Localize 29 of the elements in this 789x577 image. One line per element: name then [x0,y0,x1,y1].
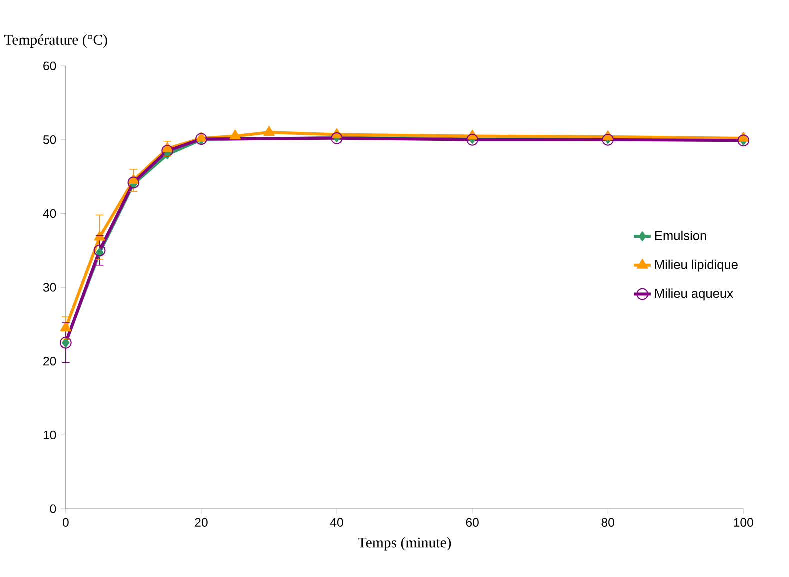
point [230,130,241,140]
legend-label: Emulsion [655,230,706,240]
x-tick-label: 100 [734,518,754,527]
y-tick-label: 0 [50,504,56,514]
point [738,132,750,142]
y-tick-label: 30 [43,283,56,292]
y-tick-label: 50 [43,136,56,144]
point [94,244,106,257]
x-tick-label: 40 [330,518,344,527]
point [96,248,104,258]
x-tick-label: 60 [466,518,479,527]
x-axis-title: Temps (minute) [358,537,452,551]
y-axis-title: Température (°C) [4,34,108,48]
legend-label: Milieu lipidique [655,260,738,272]
legend-label: Milieu aqueux [655,288,734,301]
x-tick-label: 80 [602,518,614,527]
point [60,322,72,332]
point [128,176,140,189]
point [264,126,275,136]
point [738,134,750,147]
point [196,132,208,142]
y-tick-label: 60 [44,62,56,70]
point [602,134,614,146]
y-tick-label: 20 [44,356,56,366]
x-tick-label: 0 [62,518,69,527]
y-tick-label: 40 [43,209,56,218]
y-tick-label: 10 [44,430,56,440]
x-tick-label: 20 [195,518,208,527]
point [162,145,174,157]
